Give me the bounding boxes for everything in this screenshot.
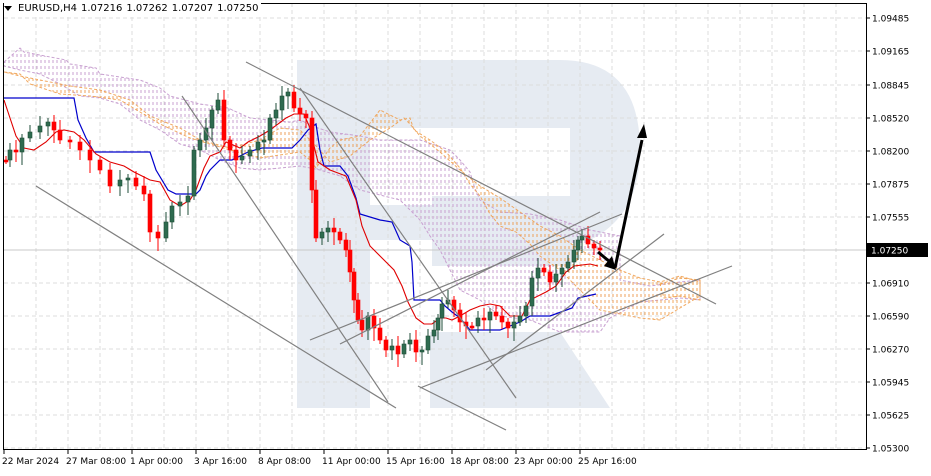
kijun-sen-line — [4, 97, 597, 331]
forecast-arrows — [597, 124, 647, 270]
time-tick-label: 25 Apr 16:00 — [578, 457, 637, 467]
price-tick-label: 1.08845 — [872, 82, 909, 92]
price-tick-label: 1.07555 — [872, 214, 909, 224]
price-tick-label: 1.08200 — [872, 148, 909, 158]
price-tick-label: 1.08520 — [872, 115, 909, 125]
ichimoku-cloud — [4, 47, 701, 333]
price-tick-label: 1.05625 — [872, 412, 909, 422]
time-tick-label: 27 Mar 08:00 — [66, 457, 126, 467]
chart-header: EURUSD,H4 1.07216 1.07262 1.07207 1.0725… — [4, 3, 262, 14]
price-tick-label: 1.09485 — [872, 15, 909, 25]
open-value: 1.07216 — [81, 3, 123, 14]
symbol-label: EURUSD,H4 — [18, 3, 78, 14]
price-tick-label: 1.05300 — [872, 445, 909, 455]
trendlines — [35, 61, 733, 431]
price-tick-label: 1.06270 — [872, 346, 909, 356]
time-tick-label: 18 Apr 08:00 — [450, 457, 509, 467]
price-tick-label: 1.06910 — [872, 280, 909, 290]
price-tick-label: 1.05945 — [872, 379, 909, 389]
time-tick-label: 1 Apr 00:00 — [130, 457, 183, 467]
plot-border — [3, 3, 867, 450]
high-value: 1.07262 — [126, 3, 168, 14]
time-tick-label: 3 Apr 16:00 — [194, 457, 247, 467]
time-tick-label: 23 Apr 00:00 — [514, 457, 573, 467]
time-tick-label: 22 Mar 2024 — [2, 457, 59, 467]
time-tick-label: 15 Apr 16:00 — [386, 457, 445, 467]
close-value: 1.07250 — [217, 3, 259, 14]
low-value: 1.07207 — [171, 3, 214, 14]
price-axis[interactable]: 1.09485 1.09165 1.08845 1.08520 1.08200 1.078… — [866, 15, 909, 455]
price-tick-label: 1.06590 — [872, 313, 909, 323]
price-tick-label: 1.09165 — [872, 48, 909, 58]
current-price-badge: 1.07250 — [866, 243, 928, 257]
time-tick-label: 8 Apr 08:00 — [258, 457, 311, 467]
price-tick-label: 1.07875 — [872, 181, 909, 191]
time-tick-label: 11 Apr 00:00 — [322, 457, 381, 467]
time-axis[interactable]: 22 Mar 2024 27 Mar 08:00 1 Apr 00:00 3 Apr … — [2, 449, 637, 467]
dropdown-triangle-icon[interactable] — [4, 6, 12, 11]
svg-text:1.07250: 1.07250 — [871, 247, 908, 257]
